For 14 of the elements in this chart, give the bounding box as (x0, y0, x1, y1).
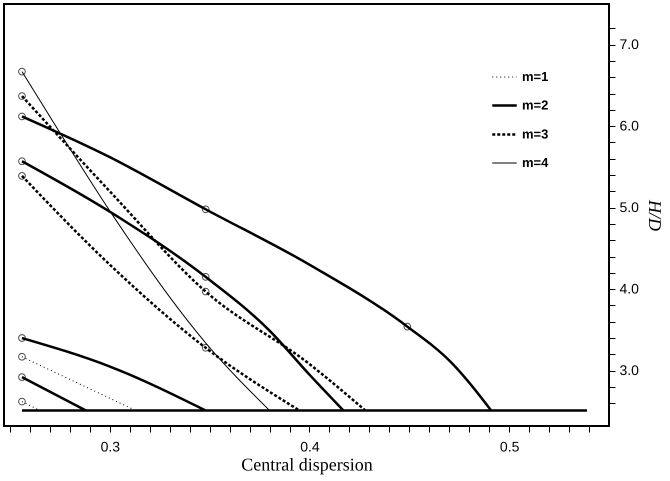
x-tick-label: 0.4 (300, 438, 320, 454)
x-tick-label: 0.5 (500, 438, 520, 454)
y-tick-label: 3.0 (620, 362, 640, 378)
x-tick-label: 0.3 (100, 438, 120, 454)
legend-label: m=3 (522, 126, 548, 142)
y-axis-title: H/D (644, 199, 665, 231)
legend-label: m=2 (522, 98, 548, 112)
legend-label: m=4 (522, 155, 550, 170)
y-tick-label: 5.0 (620, 199, 640, 216)
x-axis-title: Central dispersion (241, 454, 373, 474)
y-tick-label: 7.0 (620, 36, 640, 52)
y-tick-label: 6.0 (620, 118, 640, 134)
legend-label: m=1 (522, 69, 548, 84)
y-tick-label: 4.0 (620, 280, 640, 297)
